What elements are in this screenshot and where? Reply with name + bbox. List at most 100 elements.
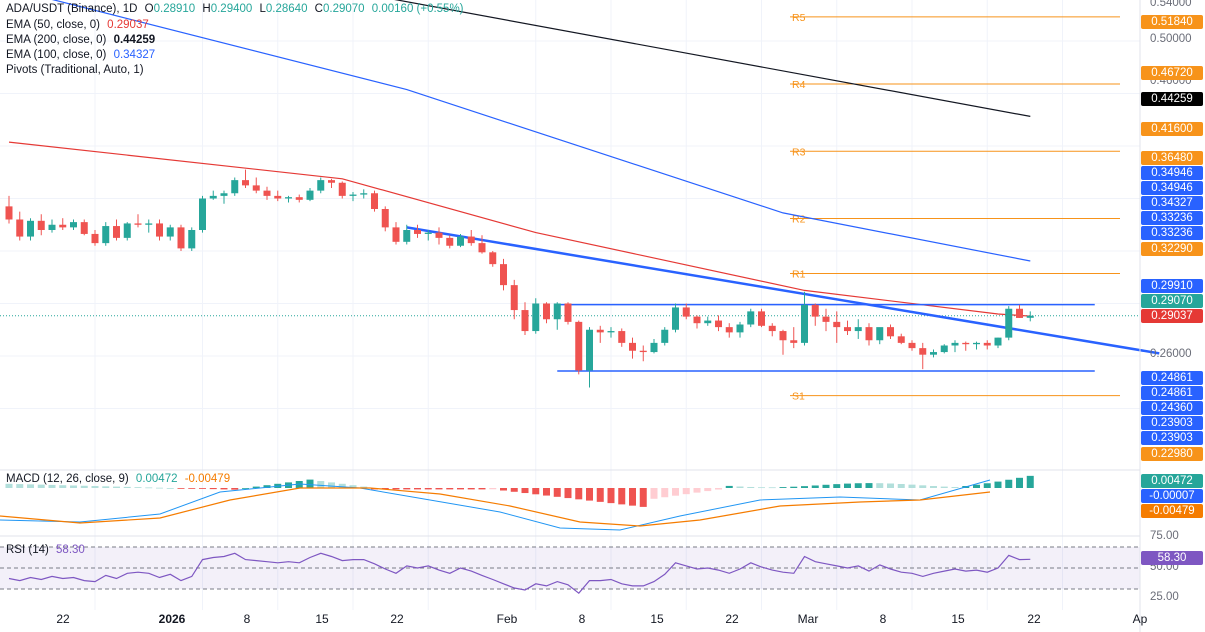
candle-body bbox=[908, 342, 916, 349]
macd-histogram-bar bbox=[983, 483, 991, 488]
macd-histogram-bar bbox=[822, 484, 830, 488]
rsi-legend[interactable]: RSI (14) 58.30 bbox=[6, 543, 89, 558]
time-tick: 2026 bbox=[158, 612, 186, 626]
candle-body bbox=[285, 197, 292, 199]
candle-body bbox=[70, 222, 77, 228]
time-tick: 22 bbox=[390, 612, 404, 626]
price-badge: 0.23903 bbox=[1141, 431, 1203, 445]
candle-body bbox=[962, 342, 970, 345]
candle-body bbox=[317, 180, 325, 191]
candle-body bbox=[199, 198, 206, 230]
macd-histogram-bar bbox=[123, 486, 131, 488]
candle-body bbox=[768, 325, 776, 332]
macd-histogram-bar bbox=[414, 488, 421, 490]
candle-body bbox=[736, 324, 744, 333]
candle-body bbox=[661, 329, 669, 343]
candle-body bbox=[951, 342, 959, 346]
candle-body bbox=[639, 350, 647, 353]
pivots-legend[interactable]: Pivots (Traditional, Auto, 1) bbox=[6, 63, 148, 78]
macd-histogram-bar bbox=[650, 488, 658, 499]
rsi-pane bbox=[0, 546, 1140, 595]
price-badge: 0.36480 bbox=[1141, 151, 1203, 165]
candle-body bbox=[521, 310, 529, 332]
candle-body bbox=[381, 209, 389, 228]
price-badge: 0.23903 bbox=[1141, 416, 1203, 430]
ema100-legend[interactable]: EMA (100, close, 0) 0.34327 bbox=[6, 48, 159, 63]
candle-body bbox=[844, 327, 851, 332]
candle-body bbox=[973, 342, 980, 345]
macd-histogram-bar bbox=[145, 487, 153, 489]
time-tick: 15 bbox=[650, 612, 664, 626]
time-tick: Mar bbox=[797, 612, 819, 626]
macd-histogram-bar bbox=[338, 483, 346, 488]
candle-body bbox=[295, 197, 303, 200]
macd-histogram-bar bbox=[736, 486, 744, 488]
candle-body bbox=[360, 193, 368, 195]
ema200-line bbox=[394, 0, 1031, 117]
candle-body bbox=[930, 352, 937, 355]
candle-body bbox=[424, 232, 432, 234]
macd-histogram-bar bbox=[607, 488, 615, 504]
candle-body bbox=[349, 194, 357, 196]
ema50-legend[interactable]: EMA (50, close, 0) 0.29037 bbox=[6, 18, 153, 33]
price-badge: 0.34327 bbox=[1141, 196, 1203, 210]
macd-histogram-bar bbox=[500, 488, 507, 491]
candle-body bbox=[1026, 315, 1034, 318]
symbol-title[interactable]: ADA/USDT (Binance), 1D bbox=[6, 3, 138, 15]
price-badge: 0.29037 bbox=[1141, 309, 1203, 323]
candle-body bbox=[919, 348, 927, 355]
macd-histogram-bar bbox=[199, 488, 206, 489]
candle-body bbox=[790, 340, 798, 343]
macd-histogram-bar bbox=[811, 485, 819, 488]
candle-body bbox=[983, 342, 991, 346]
candle-body bbox=[457, 236, 464, 246]
trend-lines[interactable] bbox=[406, 226, 1160, 372]
low-value: 0.28640 bbox=[265, 3, 308, 15]
macd-badge: 0.00472 bbox=[1141, 474, 1203, 488]
macd-histogram-bar bbox=[790, 486, 798, 488]
candle-body bbox=[822, 316, 830, 322]
candle-body bbox=[940, 345, 948, 353]
price-badge: 0.29070 bbox=[1141, 294, 1203, 308]
macd-histogram-bar bbox=[59, 485, 67, 488]
candle-body bbox=[446, 237, 454, 246]
candle-body bbox=[1005, 308, 1013, 338]
macd-legend[interactable]: MACD (12, 26, close, 9) 0.00472 -0.00479 bbox=[6, 472, 234, 487]
candle-body bbox=[779, 331, 787, 341]
macd-histogram-bar bbox=[532, 488, 540, 495]
time-tick: 15 bbox=[951, 612, 965, 626]
pivot-label: R5 bbox=[792, 12, 806, 24]
price-badge: 0.24861 bbox=[1141, 386, 1203, 400]
candle-body bbox=[478, 243, 486, 253]
macd-histogram-bar bbox=[725, 485, 733, 488]
macd-histogram-bar bbox=[897, 484, 905, 488]
candle-body bbox=[166, 227, 174, 237]
candle-body bbox=[467, 236, 475, 244]
ema200-legend[interactable]: EMA (200, close, 0) 0.44259 bbox=[6, 33, 159, 48]
rsi-tick: 75.00 bbox=[1150, 530, 1179, 542]
macd-histogram-bar bbox=[779, 487, 787, 488]
macd-histogram-bar bbox=[70, 485, 77, 488]
macd-histogram-bar bbox=[1005, 479, 1013, 488]
candle-body bbox=[220, 193, 228, 196]
time-tick: 22 bbox=[56, 612, 70, 626]
low-label: L bbox=[259, 3, 266, 15]
macd-histogram-bar bbox=[876, 483, 884, 488]
macd-histogram-bar bbox=[1016, 477, 1023, 488]
macd-histogram-bar bbox=[252, 486, 260, 488]
candle-body bbox=[553, 303, 561, 320]
price-badge: 0.24861 bbox=[1141, 371, 1203, 385]
candle-body bbox=[510, 285, 518, 311]
change-value: 0.00160 (+0.55%) bbox=[371, 3, 464, 15]
candle-body bbox=[91, 233, 99, 244]
candle-body bbox=[231, 180, 239, 194]
macd-histogram-bar bbox=[5, 483, 13, 488]
macd-histogram-bar bbox=[672, 488, 679, 496]
rsi-value: 58.30 bbox=[56, 544, 85, 556]
macd-histogram-bar bbox=[543, 488, 550, 496]
candle-body bbox=[134, 223, 142, 225]
candle-body bbox=[338, 182, 346, 196]
ema100-value: 0.34327 bbox=[113, 49, 156, 61]
macd-histogram-bar bbox=[306, 479, 314, 488]
